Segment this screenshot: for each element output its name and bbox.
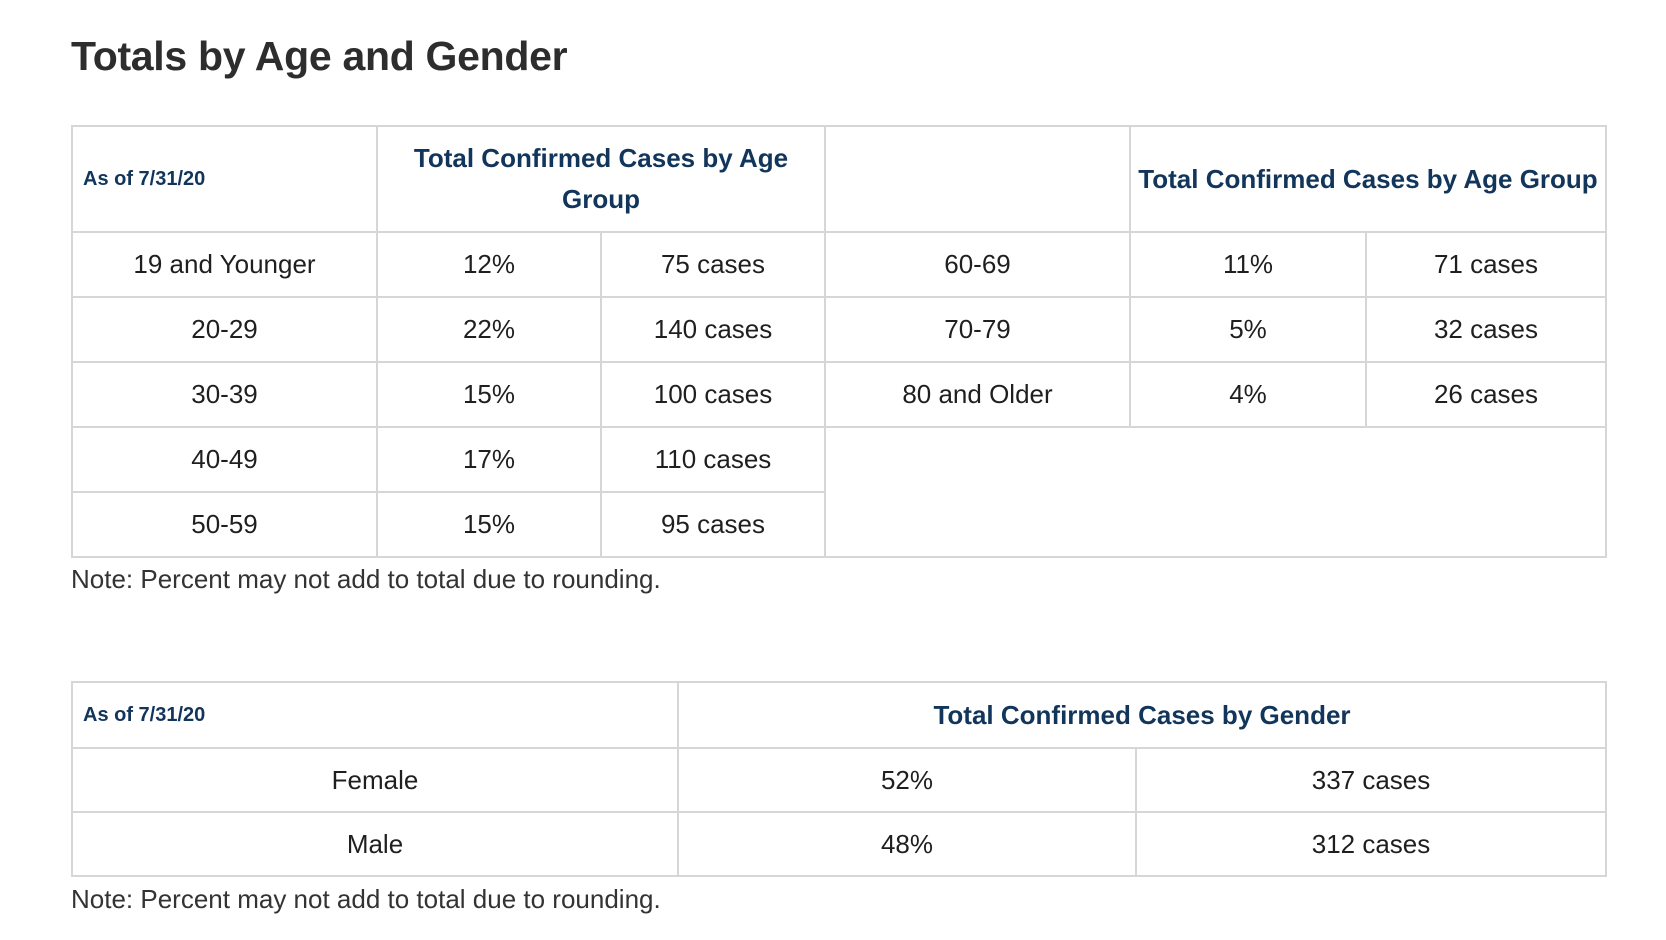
percent-cell: 15% xyxy=(376,491,602,558)
table-row: Male 48% 312 cases xyxy=(71,811,1607,877)
gender-cell: Male xyxy=(71,811,679,877)
table-row: 40-49 17% 110 cases xyxy=(71,426,1607,558)
age-group-table: As of 7/31/20 Total Confirmed Cases by A… xyxy=(71,125,1607,558)
age-table-left-header: Total Confirmed Cases by Age Group xyxy=(376,125,826,233)
percent-cell: 17% xyxy=(376,426,602,493)
cases-cell: 100 cases xyxy=(600,361,826,428)
age-group-cell: 19 and Younger xyxy=(71,231,378,298)
percent-cell: 5% xyxy=(1129,296,1367,363)
table-row: 30-39 15% 100 cases 80 and Older 4% 26 c… xyxy=(71,361,1607,428)
age-group-cell: 40-49 xyxy=(71,426,378,493)
percent-cell: 15% xyxy=(376,361,602,428)
cases-cell: 140 cases xyxy=(600,296,826,363)
gender-table-note: Note: Percent may not add to total due t… xyxy=(71,884,661,914)
gender-table-header-row: As of 7/31/20 Total Confirmed Cases by G… xyxy=(71,681,1607,749)
age-group-cell: 80 and Older xyxy=(824,361,1131,428)
age-table-header-blank xyxy=(824,125,1131,233)
empty-cell xyxy=(824,426,1607,558)
age-table-right-header: Total Confirmed Cases by Age Group xyxy=(1129,125,1607,233)
table-row: Female 52% 337 cases xyxy=(71,747,1607,813)
cases-cell: 75 cases xyxy=(600,231,826,298)
percent-cell: 12% xyxy=(376,231,602,298)
age-group-cell: 50-59 xyxy=(71,491,378,558)
gender-cell: Female xyxy=(71,747,679,813)
percent-cell: 4% xyxy=(1129,361,1367,428)
cases-cell: 26 cases xyxy=(1365,361,1607,428)
percent-cell: 52% xyxy=(677,747,1137,813)
age-table-as-of: As of 7/31/20 xyxy=(71,125,378,233)
page-title: Totals by Age and Gender xyxy=(71,33,568,79)
percent-cell: 22% xyxy=(376,296,602,363)
cases-cell: 95 cases xyxy=(600,491,826,558)
cases-cell: 110 cases xyxy=(600,426,826,493)
table-row: 20-29 22% 140 cases 70-79 5% 32 cases xyxy=(71,296,1607,363)
cases-cell: 312 cases xyxy=(1135,811,1607,877)
age-group-cell: 30-39 xyxy=(71,361,378,428)
age-group-cell: 20-29 xyxy=(71,296,378,363)
gender-table: As of 7/31/20 Total Confirmed Cases by G… xyxy=(71,681,1607,877)
age-table-header-row: As of 7/31/20 Total Confirmed Cases by A… xyxy=(71,125,1607,233)
table-row: 50-59 15% 95 cases xyxy=(71,491,1606,558)
gender-table-as-of: As of 7/31/20 xyxy=(71,681,679,749)
gender-table-header: Total Confirmed Cases by Gender xyxy=(677,681,1607,749)
percent-cell: 48% xyxy=(677,811,1137,877)
percent-cell: 11% xyxy=(1129,231,1367,298)
cases-cell: 32 cases xyxy=(1365,296,1607,363)
age-table-note: Note: Percent may not add to total due t… xyxy=(71,564,661,594)
age-group-cell: 60-69 xyxy=(824,231,1131,298)
age-group-cell: 70-79 xyxy=(824,296,1131,363)
cases-cell: 337 cases xyxy=(1135,747,1607,813)
cases-cell: 71 cases xyxy=(1365,231,1607,298)
table-row: 19 and Younger 12% 75 cases 60-69 11% 71… xyxy=(71,231,1607,298)
